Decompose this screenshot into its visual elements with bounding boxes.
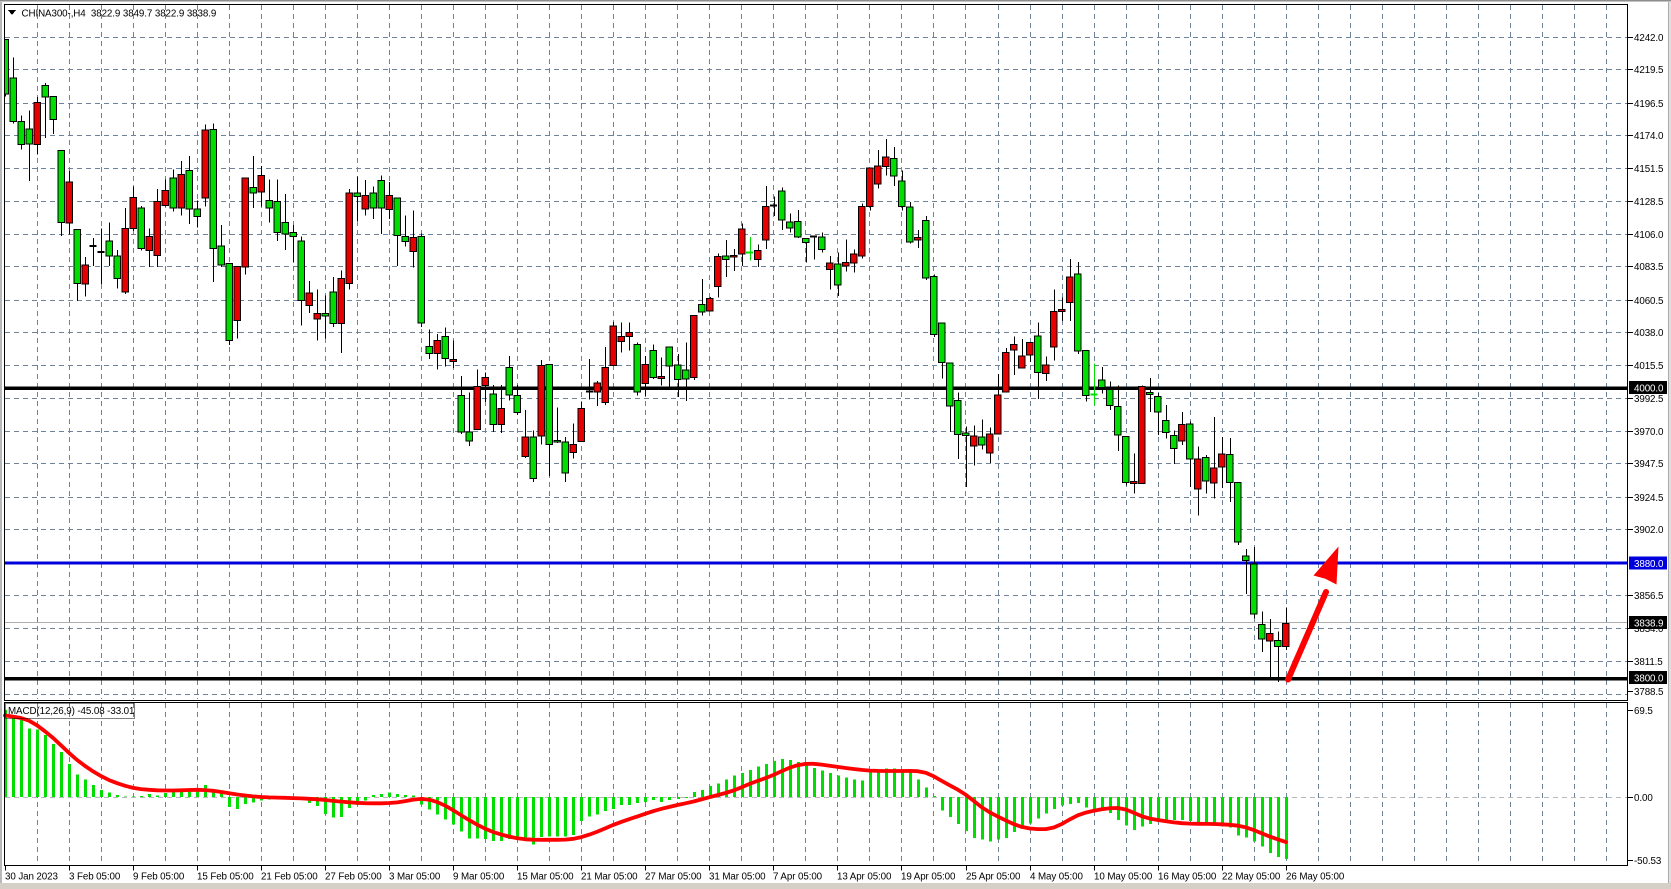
svg-text:10 May 05:00: 10 May 05:00	[1094, 872, 1153, 883]
svg-text:4219.5: 4219.5	[1634, 65, 1664, 76]
svg-text:19 Apr 05:00: 19 Apr 05:00	[901, 872, 956, 883]
svg-text:27 Feb 05:00: 27 Feb 05:00	[325, 872, 382, 883]
svg-text:9 Feb 05:00: 9 Feb 05:00	[133, 872, 185, 883]
svg-text:69.5: 69.5	[1634, 706, 1653, 717]
svg-text:22 May 05:00: 22 May 05:00	[1222, 872, 1281, 883]
svg-text:3902.0: 3902.0	[1634, 525, 1664, 536]
svg-text:3838.9: 3838.9	[1634, 619, 1663, 630]
svg-text:4242.0: 4242.0	[1634, 33, 1664, 44]
svg-text:21 Feb 05:00: 21 Feb 05:00	[261, 872, 318, 883]
svg-text:4000.0: 4000.0	[1634, 384, 1664, 395]
svg-text:4128.5: 4128.5	[1634, 197, 1664, 208]
svg-text:CHINA300-,H4 3822.9 3849.7 38: CHINA300-,H4 3822.9 3849.7 3822.9 3838.9	[22, 9, 217, 20]
svg-text:3880.0: 3880.0	[1634, 559, 1664, 570]
svg-text:3924.5: 3924.5	[1634, 493, 1664, 504]
svg-text:13 Apr 05:00: 13 Apr 05:00	[837, 872, 892, 883]
svg-text:15 Mar 05:00: 15 Mar 05:00	[517, 872, 574, 883]
svg-text:15 Feb 05:00: 15 Feb 05:00	[197, 872, 254, 883]
svg-text:0.00: 0.00	[1634, 793, 1653, 804]
svg-text:3992.5: 3992.5	[1634, 394, 1664, 405]
svg-text:3970.0: 3970.0	[1634, 427, 1664, 438]
svg-text:4 May 05:00: 4 May 05:00	[1030, 872, 1083, 883]
svg-text:4196.5: 4196.5	[1634, 99, 1664, 110]
svg-text:4083.5: 4083.5	[1634, 262, 1664, 273]
svg-text:3947.5: 3947.5	[1634, 459, 1664, 470]
svg-text:3856.5: 3856.5	[1634, 591, 1664, 602]
svg-text:31 Mar 05:00: 31 Mar 05:00	[709, 872, 766, 883]
svg-text:4060.5: 4060.5	[1634, 296, 1664, 307]
svg-text:4038.0: 4038.0	[1634, 328, 1664, 339]
svg-text:4015.5: 4015.5	[1634, 361, 1664, 372]
svg-text:27 Mar 05:00: 27 Mar 05:00	[645, 872, 702, 883]
svg-text:-50.53: -50.53	[1634, 856, 1662, 867]
svg-text:3788.5: 3788.5	[1634, 687, 1664, 698]
svg-text:25 Apr 05:00: 25 Apr 05:00	[966, 872, 1021, 883]
svg-text:3811.5: 3811.5	[1634, 657, 1663, 668]
svg-text:4174.0: 4174.0	[1634, 131, 1664, 142]
svg-text:26 May 05:00: 26 May 05:00	[1286, 872, 1345, 883]
svg-text:3 Mar 05:00: 3 Mar 05:00	[389, 872, 441, 883]
svg-text:21 Mar 05:00: 21 Mar 05:00	[581, 872, 638, 883]
svg-text:4151.5: 4151.5	[1634, 164, 1664, 175]
svg-text:4106.0: 4106.0	[1634, 230, 1664, 241]
svg-text:3 Feb 05:00: 3 Feb 05:00	[69, 872, 121, 883]
svg-text:9 Mar 05:00: 9 Mar 05:00	[453, 872, 505, 883]
svg-text:7 Apr 05:00: 7 Apr 05:00	[773, 872, 823, 883]
svg-text:16 May 05:00: 16 May 05:00	[1158, 872, 1217, 883]
svg-text:30 Jan 2023: 30 Jan 2023	[5, 872, 58, 883]
svg-text:3834.0: 3834.0	[1634, 624, 1664, 635]
svg-text:MACD(12,26,9) -45.08 -33.01: MACD(12,26,9) -45.08 -33.01	[8, 706, 134, 717]
svg-text:3800.0: 3800.0	[1634, 674, 1664, 685]
